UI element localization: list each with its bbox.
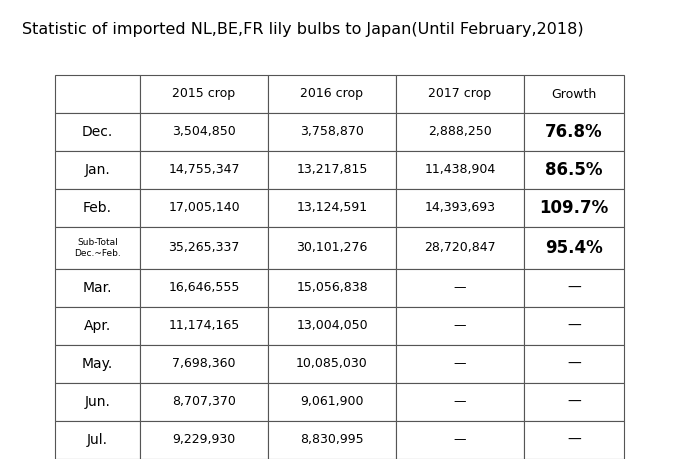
Text: Statistic of imported NL,BE,FR lily bulbs to Japan(Until February,2018): Statistic of imported NL,BE,FR lily bulb… [22,22,584,37]
Text: Apr.: Apr. [84,319,111,333]
Text: —: — [454,358,466,370]
Text: 15,056,838: 15,056,838 [296,281,368,295]
Text: 14,393,693: 14,393,693 [424,202,495,214]
Text: Growth: Growth [551,88,597,101]
Text: 16,646,555: 16,646,555 [168,281,239,295]
Text: Mar.: Mar. [83,281,112,295]
Text: 17,005,140: 17,005,140 [168,202,240,214]
Text: 3,758,870: 3,758,870 [300,125,364,139]
Text: 35,265,337: 35,265,337 [168,241,239,254]
Text: —: — [567,281,581,295]
Text: —: — [567,395,581,409]
Text: —: — [567,319,581,333]
Text: 11,174,165: 11,174,165 [168,319,239,332]
Text: —: — [567,433,581,447]
Text: —: — [454,396,466,409]
Text: 109.7%: 109.7% [540,199,609,217]
Text: 86.5%: 86.5% [545,161,603,179]
Text: 3,504,850: 3,504,850 [172,125,236,139]
Text: 13,217,815: 13,217,815 [296,163,368,177]
Text: 76.8%: 76.8% [545,123,603,141]
Text: 28,720,847: 28,720,847 [424,241,496,254]
Text: —: — [454,281,466,295]
Text: May.: May. [82,357,113,371]
Text: 10,085,030: 10,085,030 [296,358,368,370]
Text: 13,124,591: 13,124,591 [297,202,368,214]
Text: Jul.: Jul. [87,433,108,447]
Text: 30,101,276: 30,101,276 [296,241,368,254]
Text: Jun.: Jun. [85,395,110,409]
Text: 9,229,930: 9,229,930 [172,433,235,447]
Text: 7,698,360: 7,698,360 [172,358,236,370]
Text: 8,830,995: 8,830,995 [300,433,364,447]
Text: 11,438,904: 11,438,904 [424,163,495,177]
Text: 95.4%: 95.4% [545,239,603,257]
Text: 9,061,900: 9,061,900 [300,396,364,409]
Text: 13,004,050: 13,004,050 [296,319,368,332]
Text: 14,755,347: 14,755,347 [168,163,239,177]
Text: Jan.: Jan. [85,163,110,177]
Text: 2015 crop: 2015 crop [172,88,235,101]
Text: —: — [567,357,581,371]
Text: Dec.: Dec. [82,125,113,139]
Text: —: — [454,319,466,332]
Text: 2,888,250: 2,888,250 [428,125,492,139]
Text: 2016 crop: 2016 crop [301,88,364,101]
Text: Feb.: Feb. [83,201,112,215]
Text: —: — [454,433,466,447]
Text: 8,707,370: 8,707,370 [172,396,236,409]
Text: Sub-Total
Dec.~Feb.: Sub-Total Dec.~Feb. [74,238,121,257]
Text: 2017 crop: 2017 crop [428,88,491,101]
